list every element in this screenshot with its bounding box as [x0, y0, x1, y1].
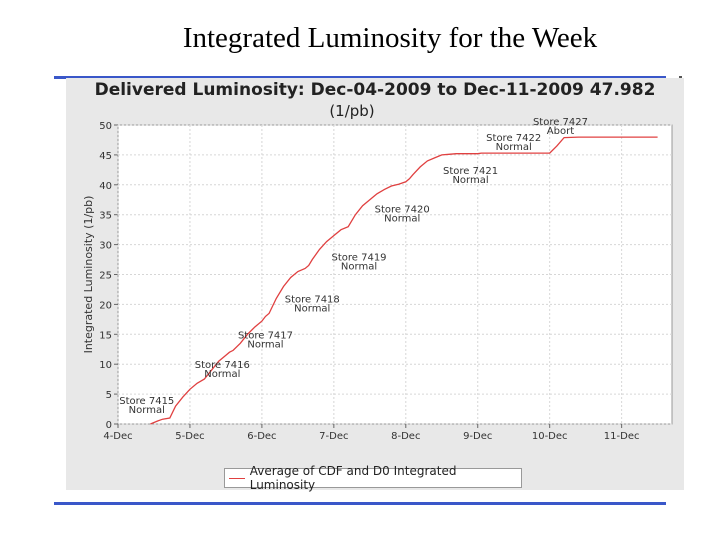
x-tick-label: 4-Dec	[103, 431, 132, 442]
x-tick-label: 10-Dec	[532, 431, 568, 442]
y-tick-label: 5	[106, 390, 112, 401]
annotation-status: Normal	[247, 339, 283, 350]
y-tick-label: 50	[99, 121, 112, 132]
annotation-status: Normal	[294, 303, 330, 314]
x-tick-label: 7-Dec	[319, 431, 348, 442]
chart-subtitle: (1/pb)	[329, 102, 375, 120]
annotation-status: Normal	[129, 405, 165, 416]
annotation-store: Store 7417	[238, 330, 293, 341]
x-tick-label: 11-Dec	[604, 431, 640, 442]
y-tick-label: 30	[99, 241, 112, 252]
annotation-status: Normal	[496, 142, 532, 153]
annotation-store: Store 7427	[533, 117, 588, 128]
annotation-store: Store 7418	[285, 294, 340, 305]
series-line	[150, 136, 658, 425]
y-tick-label: 40	[99, 181, 112, 192]
x-tick-label: 9-Dec	[463, 431, 492, 442]
annotation-store: Store 7422	[486, 133, 541, 144]
chart-title: Delivered Luminosity: Dec-04-2009 to Dec…	[94, 80, 656, 100]
corner-mark	[679, 76, 682, 79]
chart-panel: Delivered Luminosity: Dec-04-2009 to Dec…	[66, 78, 684, 492]
y-tick-label: 10	[99, 360, 112, 371]
annotation-status: Normal	[341, 262, 377, 273]
y-tick-label: 45	[99, 151, 112, 162]
annotation-status: Abort	[547, 126, 574, 137]
x-tick-label: 5-Dec	[175, 431, 204, 442]
annotation-store: Store 7419	[331, 253, 386, 264]
luminosity-chart: 0 5 10 15 20 25 30 35 40 45 50 4-Dec 5-Dec 6-Dec 7-Dec…	[82, 117, 673, 442]
y-tick-label: 35	[99, 211, 112, 222]
top-rule	[54, 76, 666, 79]
legend-swatch	[229, 477, 245, 479]
y-tick-label: 20	[99, 300, 112, 311]
x-tick-label: 6-Dec	[247, 431, 276, 442]
chart-legend: Average of CDF and D0 Integrated Luminos…	[224, 464, 522, 492]
annotation-store: Store 7415	[119, 396, 174, 407]
y-tick-label: 0	[106, 420, 112, 431]
annotation-store: Store 7416	[195, 360, 250, 371]
annotation-status: Normal	[384, 214, 420, 225]
annotation-store: Store 7421	[443, 166, 498, 177]
slide-title: Integrated Luminosity for the Week	[182, 22, 598, 54]
annotation-status: Normal	[204, 369, 240, 380]
annotation-status: Normal	[452, 175, 488, 186]
y-axis-label: Integrated Luminosity (1/pb)	[82, 196, 95, 354]
y-tick-label: 15	[99, 330, 112, 341]
bottom-rule	[54, 502, 666, 505]
y-tick-label: 25	[99, 271, 112, 282]
x-tick-label: 8-Dec	[391, 431, 420, 442]
annotation-store: Store 7420	[375, 205, 430, 216]
legend-label: Average of CDF and D0 Integrated Luminos…	[249, 464, 457, 492]
